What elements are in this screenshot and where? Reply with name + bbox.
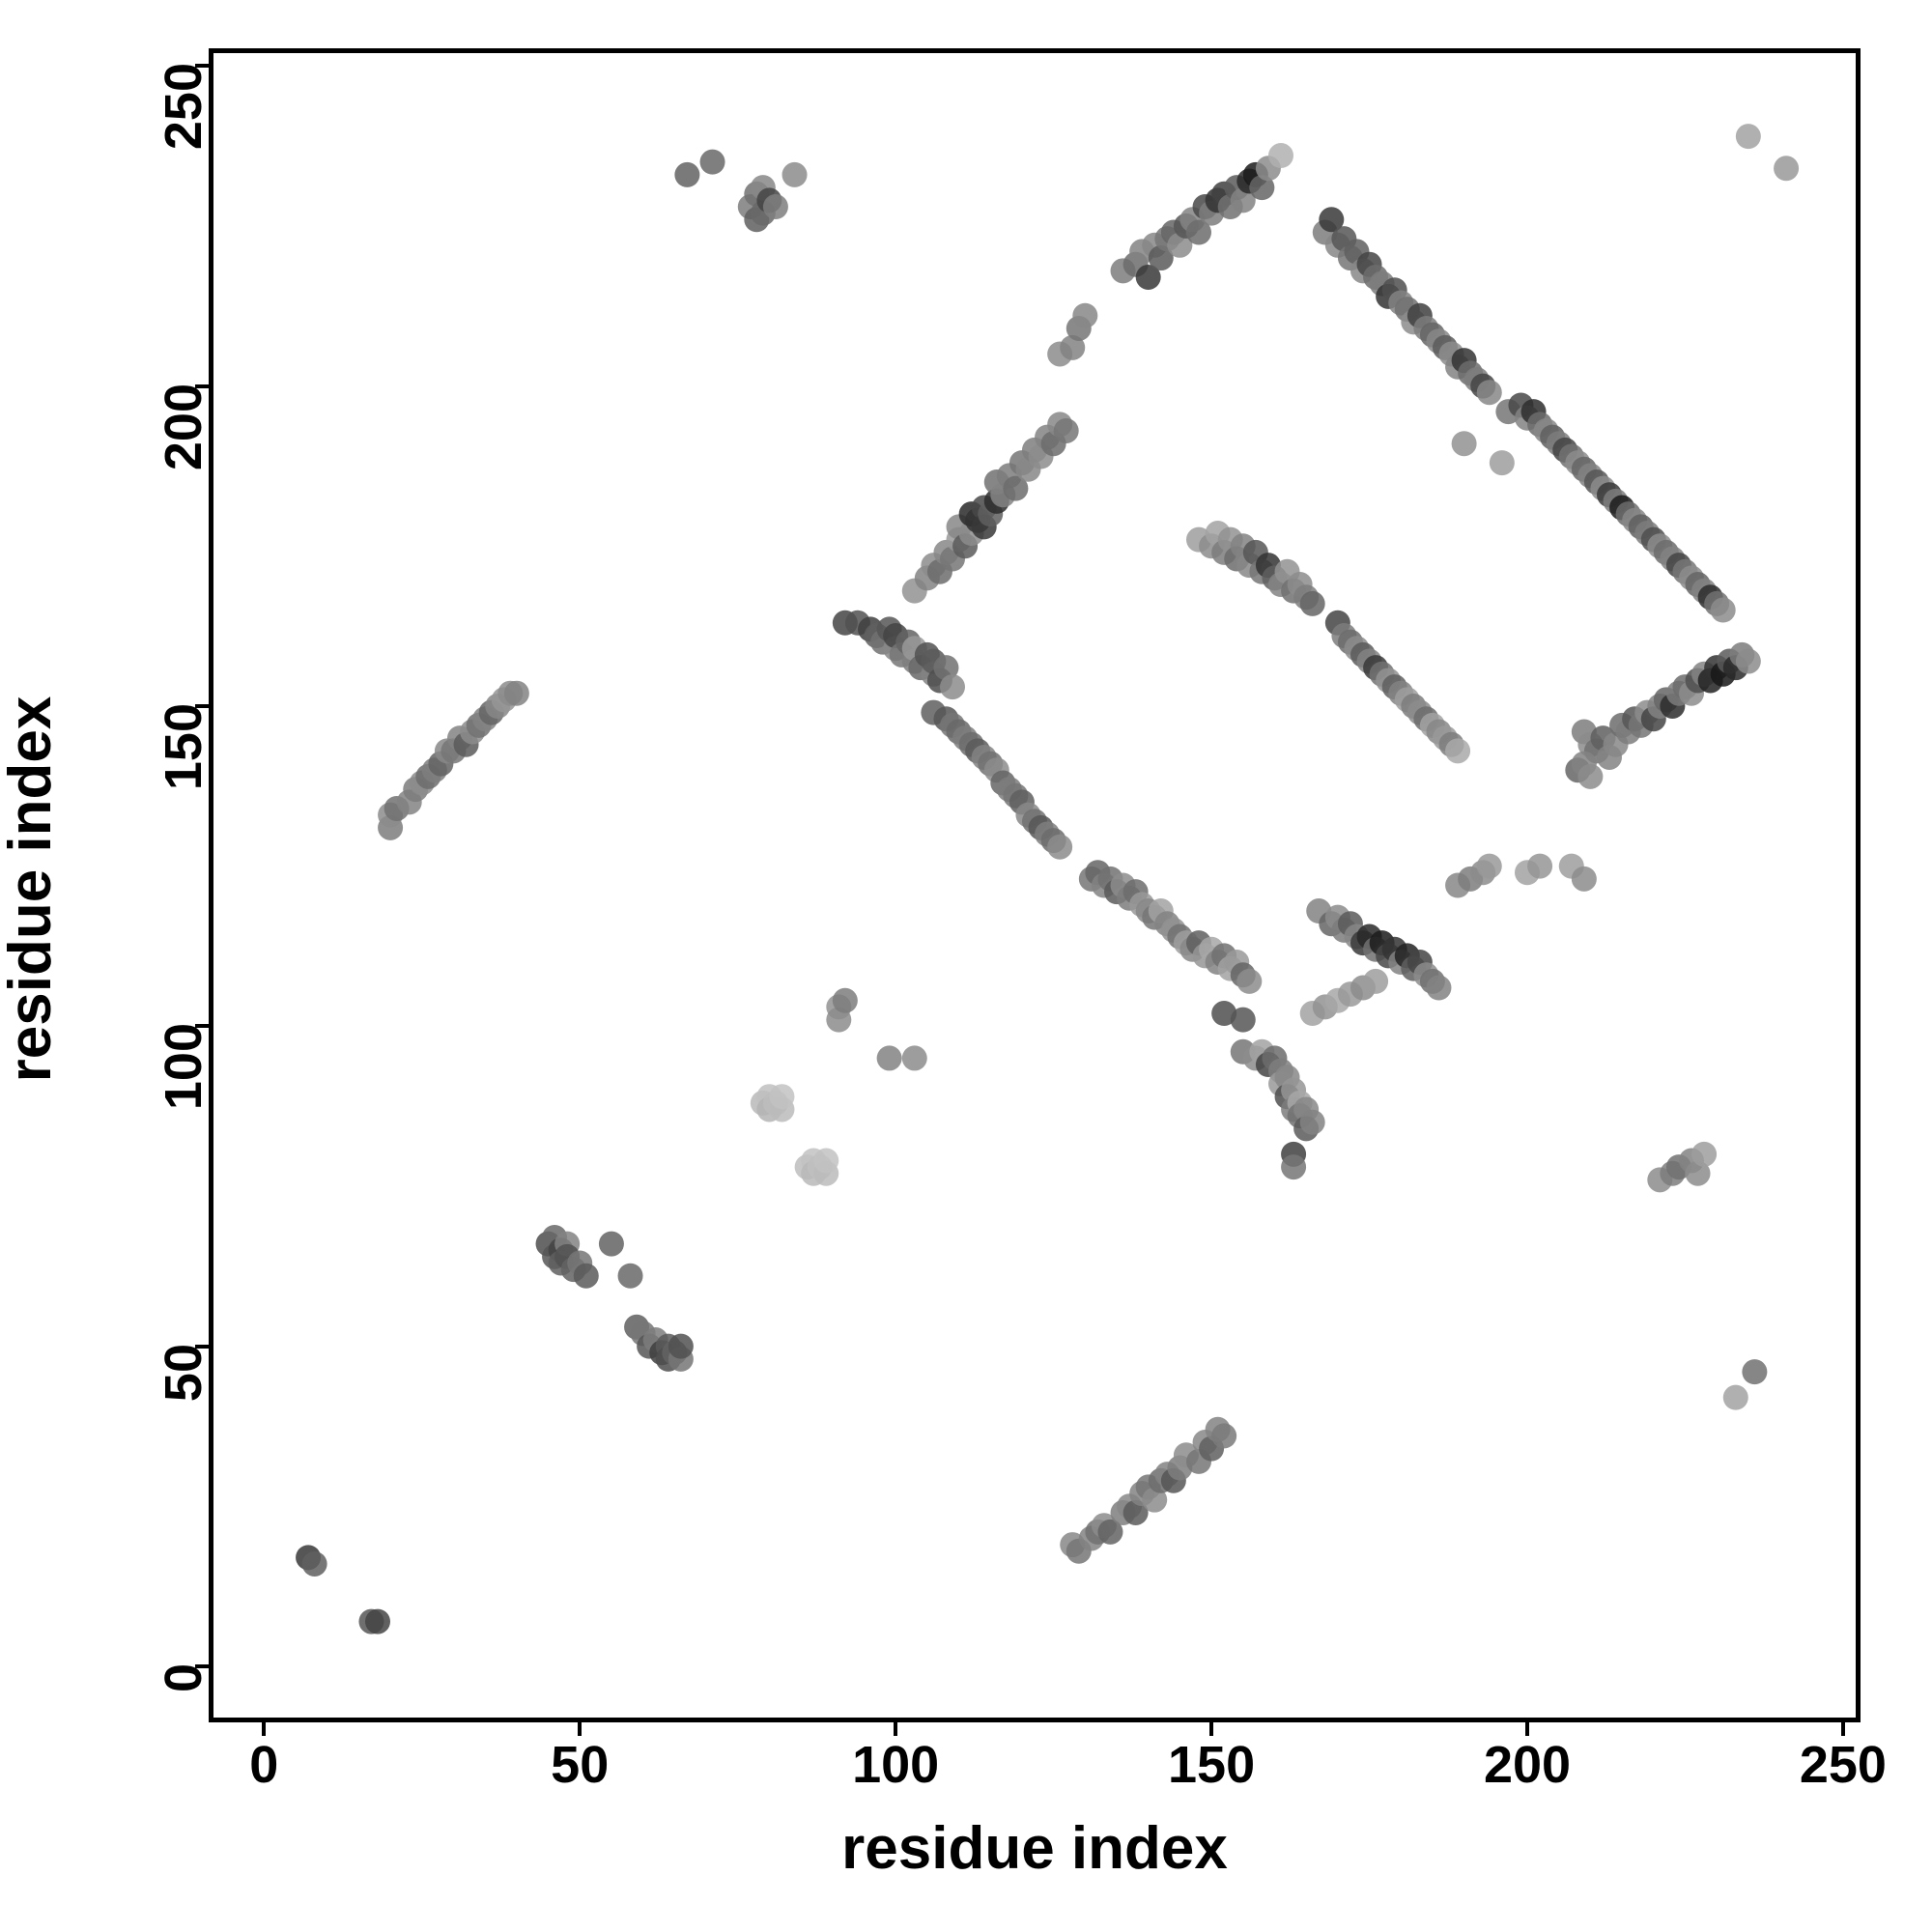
scatter-point: [1451, 431, 1477, 457]
scatter-point: [1319, 207, 1345, 233]
scatter-point: [1774, 156, 1800, 182]
y-axis-label: residue index: [0, 696, 64, 1083]
scatter-point: [1426, 975, 1452, 1001]
x-tick-mark: [262, 1722, 267, 1736]
y-tick-label-text: 200: [155, 383, 213, 470]
scatter-point: [699, 149, 725, 175]
scatter-point: [762, 194, 788, 220]
scatter-point: [1249, 175, 1275, 201]
y-tick-mark: [195, 1024, 209, 1029]
scatter-point: [617, 1263, 643, 1289]
x-tick-mark: [1840, 1722, 1845, 1736]
y-tick-label-text: 250: [155, 63, 213, 151]
scatter-point: [598, 1231, 624, 1257]
scatter-points-layer: [296, 124, 1800, 1634]
scatter-point: [1053, 417, 1079, 443]
scatter-point: [1577, 763, 1604, 789]
scatter-point: [1003, 475, 1029, 501]
y-tick-mark: [195, 64, 209, 69]
x-tick-label: 100: [852, 1736, 940, 1794]
scatter-point: [1281, 1154, 1307, 1180]
scatter-point: [1299, 590, 1325, 616]
scatter-point: [933, 655, 959, 681]
scatter-point: [1445, 738, 1471, 764]
scatter-point: [1527, 853, 1553, 879]
scatter-point: [1072, 302, 1098, 328]
scatter-point: [1735, 648, 1761, 674]
x-tick-mark: [1209, 1722, 1214, 1736]
scatter-point: [1691, 1141, 1718, 1167]
scatter-point: [1268, 143, 1293, 169]
scatter-point: [1230, 187, 1256, 213]
scatter-point: [1236, 968, 1263, 994]
scatter-point: [769, 1084, 795, 1110]
scatter-point: [1710, 597, 1736, 623]
scatter-point: [1230, 1007, 1256, 1033]
x-tick-label: 200: [1483, 1736, 1572, 1794]
x-tick-label: 150: [1168, 1736, 1256, 1794]
x-tick-mark: [578, 1722, 582, 1736]
scatter-point: [573, 1263, 599, 1289]
scatter-point: [1047, 834, 1073, 860]
scatter-point: [826, 1007, 852, 1033]
scatter-point: [1476, 853, 1502, 879]
y-tick-label-text: 150: [155, 702, 213, 791]
scatter-point: [1060, 334, 1086, 360]
scatter-point: [901, 1045, 927, 1071]
x-tick-mark: [1525, 1722, 1529, 1736]
scatter-point: [1363, 968, 1389, 994]
x-tick-label: 250: [1799, 1736, 1887, 1794]
scatter-point: [1685, 1160, 1711, 1186]
y-tick-mark: [195, 384, 209, 388]
x-axis-label: residue index: [841, 1815, 1228, 1882]
x-tick-label: 50: [551, 1736, 610, 1794]
y-tick-label-text: 50: [155, 1343, 213, 1402]
scatter-point: [1122, 1499, 1149, 1525]
scatter-point: [876, 1045, 902, 1071]
scatter-point: [1476, 380, 1502, 406]
scatter-point: [1167, 232, 1193, 258]
scatter-point: [674, 161, 700, 187]
scatter-point: [1722, 1384, 1748, 1410]
y-tick-label-text: 100: [155, 1023, 213, 1111]
scatter-point: [781, 161, 808, 187]
scatter-point: [365, 1608, 390, 1634]
scatter-point: [1571, 866, 1597, 892]
scatter-point: [1211, 1001, 1237, 1027]
scatter-point: [668, 1333, 694, 1359]
scatter-point: [1299, 1109, 1325, 1135]
scatter-point: [1211, 1423, 1237, 1449]
y-tick-label-text: 0: [155, 1662, 213, 1693]
x-tick-mark: [894, 1722, 898, 1736]
scatter-point: [503, 680, 529, 706]
scatter-point: [1186, 219, 1211, 245]
scatter-point: [1135, 264, 1161, 290]
scatter-point: [1148, 245, 1174, 271]
y-tick-mark: [195, 1344, 209, 1349]
scatter-point: [1489, 450, 1515, 476]
scatter-point: [1142, 1487, 1168, 1513]
scatter-point: [1735, 124, 1761, 150]
y-tick-mark: [195, 703, 209, 708]
scatter-point: [1097, 1519, 1123, 1545]
y-tick-mark: [195, 1663, 209, 1668]
scatter-point: [1742, 1359, 1768, 1385]
plot-area: [209, 48, 1861, 1722]
scatter-point: [301, 1550, 327, 1577]
scatter-point: [813, 1148, 839, 1174]
x-tick-label: 0: [249, 1736, 279, 1794]
scatter-point: [940, 674, 965, 700]
scatter-point: [832, 987, 858, 1013]
